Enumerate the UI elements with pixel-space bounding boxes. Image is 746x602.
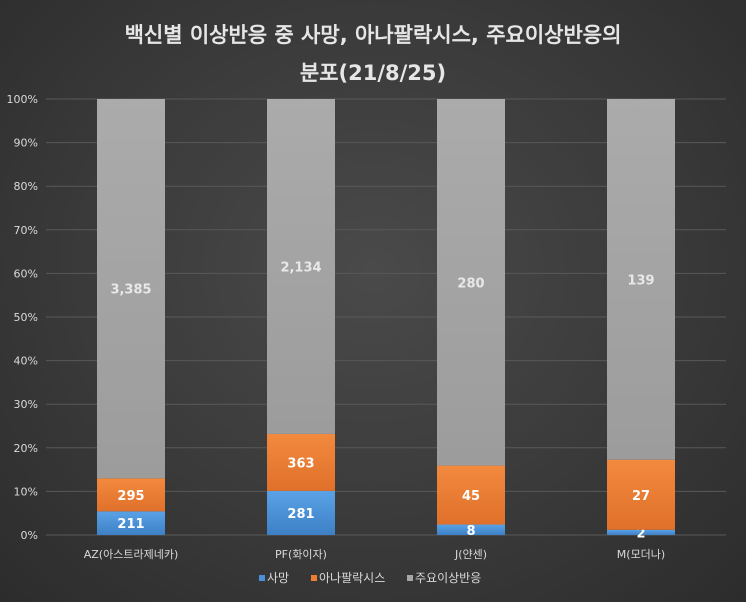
data-label: 295 (117, 489, 144, 504)
x-tick-label: PF(화이자) (275, 548, 327, 561)
legend-swatch (259, 575, 265, 581)
data-label: 2,134 (280, 260, 321, 275)
bar-segment (97, 478, 165, 512)
bar-segment (267, 433, 335, 491)
y-tick-label: 20% (14, 442, 38, 455)
chart-subtitle: 분포(21/8/25) (299, 61, 447, 85)
bar-segment (437, 524, 505, 535)
data-label: 280 (457, 276, 484, 291)
bars: 211 295 3,385 281 363 2,134 8 45 280 2 27 139 (97, 99, 675, 541)
chart-title-block: 백신별 이상반응 중 사망, 아나팔락시스, 주요이상반응의 분포(21/8/2… (0, 16, 746, 92)
x-tick-label: J(얀센) (454, 547, 487, 561)
chart-title: 백신별 이상반응 중 사망, 아나팔락시스, 주요이상반응의 (124, 23, 622, 47)
data-label: 363 (287, 456, 314, 471)
data-label: 45 (462, 489, 480, 504)
y-tick-label: 40% (14, 355, 38, 368)
bar-segment (267, 490, 335, 535)
y-tick-label: 90% (14, 137, 38, 150)
legend-label: 사망 (267, 571, 289, 585)
bar-segment (607, 529, 675, 535)
legend-label: 주요이상반응 (415, 571, 481, 585)
bar-segment (437, 465, 505, 525)
data-label: 139 (627, 273, 654, 288)
data-label: 211 (117, 517, 144, 532)
data-label: 8 (466, 524, 475, 539)
bar-segment (437, 99, 505, 466)
y-tick-label: 10% (14, 485, 38, 498)
data-label: 27 (632, 489, 650, 504)
x-tick-label: AZ(아스트라제네카) (84, 548, 178, 561)
bar-segment (607, 99, 675, 460)
bar-segment (267, 99, 335, 434)
x-tick-label: M(모더나) (617, 548, 665, 561)
y-tick-label: 50% (14, 311, 38, 324)
y-tick-label: 60% (14, 267, 38, 280)
bar-segment (607, 459, 675, 530)
y-tick-label: 70% (14, 224, 38, 237)
y-tick-label: 0% (21, 529, 38, 542)
data-label: 2 (636, 526, 645, 541)
bar-segment (97, 99, 165, 479)
y-tick-label: 100% (7, 93, 38, 106)
legend: 사망 아나팔락시스 주요이상반응 (259, 571, 481, 585)
data-label: 281 (287, 507, 314, 522)
data-label: 3,385 (110, 283, 151, 298)
x-axis: AZ(아스트라제네카) PF(화이자) J(얀센) M(모더나) (84, 547, 665, 561)
legend-swatch (407, 575, 413, 581)
legend-label: 아나팔락시스 (319, 571, 385, 585)
y-tick-label: 80% (14, 180, 38, 193)
legend-swatch (311, 575, 317, 581)
bar-segment (97, 511, 165, 535)
y-tick-label: 30% (14, 398, 38, 411)
y-axis: 0% 10% 20% 30% 40% 50% 60% 70% 80% 90% 100% (7, 93, 38, 542)
